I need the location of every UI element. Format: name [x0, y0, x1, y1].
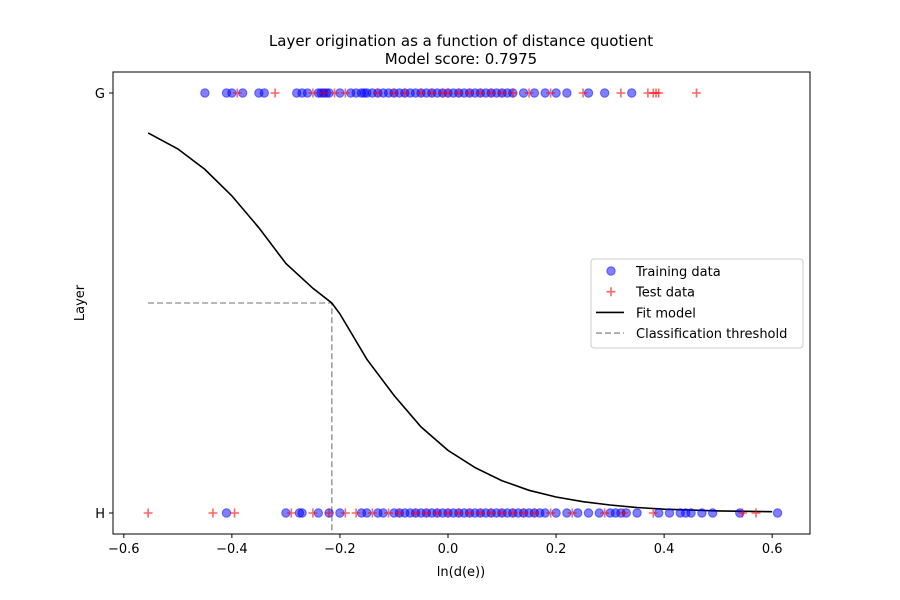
x-tick-label: 0.2 — [546, 542, 567, 557]
test-point — [427, 88, 437, 98]
test-point — [308, 88, 318, 98]
test-point — [692, 88, 702, 98]
test-point — [208, 508, 218, 518]
test-point — [143, 508, 153, 518]
training-point — [686, 508, 696, 518]
training-point — [627, 88, 637, 98]
legend-label: Training data — [635, 265, 721, 280]
test-point — [567, 508, 577, 518]
test-point — [616, 88, 626, 98]
test-point — [308, 508, 318, 518]
test-point — [648, 508, 658, 518]
training-point — [562, 88, 572, 98]
test-point — [546, 508, 556, 518]
test-point — [421, 508, 431, 518]
y-tick-label: H — [95, 507, 105, 522]
test-series — [232, 88, 702, 98]
test-point — [340, 88, 350, 98]
training-point — [697, 508, 707, 518]
test-point — [443, 88, 453, 98]
x-tick-label: 0.0 — [438, 542, 459, 557]
fit-model-line — [147, 132, 773, 513]
axes-frame — [112, 71, 811, 535]
x-tick-label: 0.4 — [654, 542, 675, 557]
test-point — [508, 508, 518, 518]
chart-title: Layer origination as a function of dista… — [269, 32, 653, 50]
test-point — [340, 508, 350, 518]
test-point — [497, 88, 507, 98]
chart-subtitle: Model score: 0.7975 — [385, 50, 537, 68]
test-point — [411, 508, 421, 518]
training-point — [221, 508, 232, 518]
y-tick-label: G — [95, 87, 105, 102]
test-point — [751, 508, 761, 518]
legend-label: Classification threshold — [636, 327, 787, 342]
test-point — [330, 88, 340, 98]
x-axis-label: ln(d(e)) — [437, 565, 485, 580]
test-point — [654, 88, 664, 98]
test-point — [475, 88, 485, 98]
test-point — [454, 88, 464, 98]
x-tick-label: −0.6 — [108, 542, 140, 557]
training-point — [297, 508, 307, 518]
test-point — [432, 508, 442, 518]
test-point — [524, 88, 534, 98]
test-point — [600, 508, 610, 518]
test-point — [384, 508, 394, 518]
plot-area — [143, 88, 783, 534]
test-point — [230, 508, 240, 518]
test-point — [394, 508, 404, 518]
test-point — [486, 508, 496, 518]
test-point — [319, 88, 329, 98]
test-point — [578, 88, 588, 98]
training-point — [632, 508, 642, 518]
test-point — [465, 508, 475, 518]
test-point — [519, 508, 529, 518]
test-point — [486, 88, 496, 98]
test-point — [389, 88, 399, 98]
test-point — [508, 88, 518, 98]
test-point — [351, 508, 361, 518]
training-point — [708, 508, 718, 518]
legend-box — [590, 258, 804, 349]
test-point — [475, 508, 485, 518]
training-series — [221, 508, 783, 518]
test-point — [529, 508, 539, 518]
x-axis: −0.6 −0.4 −0.2 0.0 0.2 0.4 0.6 — [108, 534, 783, 557]
test-point — [324, 508, 334, 518]
legend-test-marker — [606, 287, 616, 297]
test-point — [619, 508, 629, 518]
test-point — [270, 88, 280, 98]
test-point — [465, 88, 475, 98]
test-point — [367, 508, 377, 518]
x-tick-label: −0.4 — [216, 542, 248, 557]
y-axis-label: Layer — [73, 284, 88, 321]
training-point — [583, 508, 594, 518]
test-point — [232, 88, 242, 98]
training-point — [772, 508, 783, 518]
test-point — [373, 88, 383, 98]
training-point — [664, 508, 675, 518]
legend-label: Test data — [635, 286, 695, 301]
test-point — [286, 508, 296, 518]
test-point — [737, 508, 747, 518]
y-axis: HG — [95, 87, 113, 522]
test-point — [400, 88, 410, 98]
legend-label: Fit model — [636, 306, 696, 321]
x-tick-label: −0.2 — [324, 542, 356, 557]
test-point — [454, 508, 464, 518]
training-series — [200, 88, 637, 98]
test-point — [416, 88, 426, 98]
test-point — [546, 88, 556, 98]
test-series — [143, 508, 761, 518]
test-point — [443, 508, 453, 518]
legend: Training data Test data Fit model Classific… — [590, 258, 804, 349]
test-point — [497, 508, 507, 518]
legend-training-marker — [606, 266, 616, 276]
x-tick-label: 0.6 — [762, 542, 783, 557]
training-point — [200, 88, 210, 98]
training-point — [259, 88, 269, 98]
training-point — [600, 88, 610, 98]
